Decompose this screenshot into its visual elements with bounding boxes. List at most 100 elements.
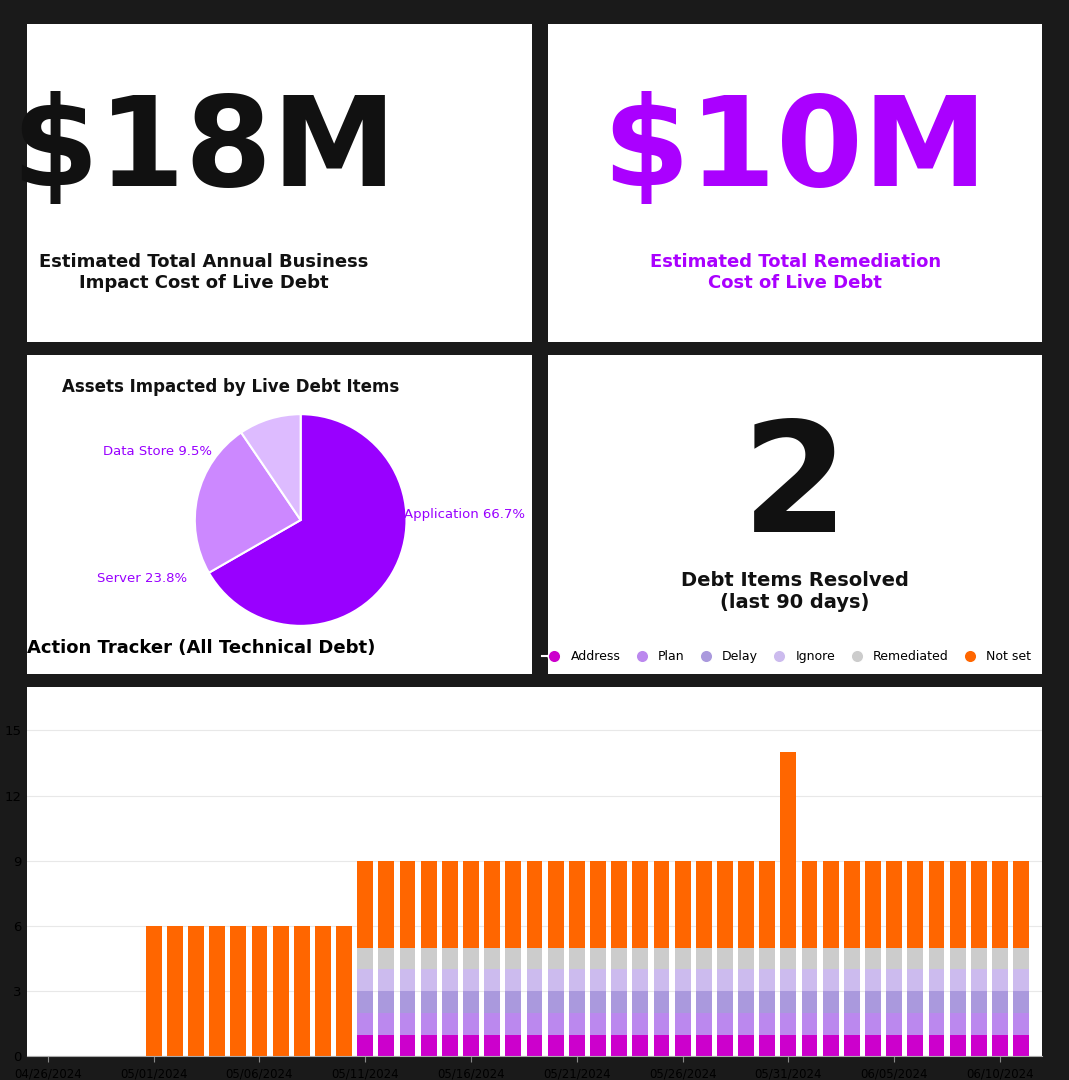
Bar — [653, 970, 669, 991]
Bar — [378, 970, 394, 991]
Bar — [611, 991, 628, 1013]
Bar — [633, 1013, 648, 1035]
Bar — [230, 926, 246, 1056]
Bar — [908, 1013, 924, 1035]
Bar — [633, 1035, 648, 1056]
Bar — [590, 1035, 606, 1056]
Bar — [717, 861, 733, 947]
Bar — [886, 1035, 902, 1056]
Bar — [696, 861, 712, 947]
Bar — [971, 947, 987, 970]
Bar — [633, 947, 648, 970]
Bar — [484, 1035, 500, 1056]
Text: $10M: $10M — [602, 91, 988, 212]
Bar — [971, 1013, 987, 1035]
Bar — [547, 861, 563, 947]
Bar — [738, 970, 754, 991]
Bar — [527, 991, 542, 1013]
Bar — [357, 1035, 373, 1056]
Text: Assets Impacted by Live Debt Items: Assets Impacted by Live Debt Items — [62, 378, 400, 395]
Bar — [759, 947, 775, 970]
Bar — [886, 861, 902, 947]
Bar — [929, 861, 944, 947]
Bar — [886, 1013, 902, 1035]
Bar — [759, 861, 775, 947]
Bar — [547, 1013, 563, 1035]
Bar — [865, 1035, 881, 1056]
Bar — [400, 1035, 416, 1056]
Bar — [315, 926, 331, 1056]
Bar — [738, 947, 754, 970]
Bar — [992, 947, 1008, 970]
Bar — [696, 1035, 712, 1056]
Bar — [675, 991, 691, 1013]
Bar — [569, 1013, 585, 1035]
Bar — [929, 947, 944, 970]
Bar — [421, 947, 436, 970]
Bar — [696, 947, 712, 970]
Bar — [569, 861, 585, 947]
Bar — [823, 970, 839, 991]
Bar — [823, 1035, 839, 1056]
Bar — [1013, 991, 1029, 1013]
Bar — [802, 861, 818, 947]
Bar — [823, 947, 839, 970]
Bar — [653, 1035, 669, 1056]
Bar — [527, 1035, 542, 1056]
Bar — [908, 947, 924, 970]
Bar — [569, 947, 585, 970]
Bar — [463, 1035, 479, 1056]
Text: 2: 2 — [742, 415, 848, 564]
Bar — [843, 991, 859, 1013]
Bar — [1013, 1035, 1029, 1056]
Bar — [759, 991, 775, 1013]
Bar — [886, 991, 902, 1013]
Bar — [506, 1035, 522, 1056]
Bar — [547, 991, 563, 1013]
Bar — [441, 1035, 458, 1056]
Bar — [357, 947, 373, 970]
Bar — [336, 926, 352, 1056]
Bar — [717, 991, 733, 1013]
Bar — [357, 861, 373, 947]
Bar — [167, 926, 183, 1056]
Bar — [611, 1035, 628, 1056]
Bar — [908, 991, 924, 1013]
Bar — [738, 1013, 754, 1035]
Bar — [251, 926, 267, 1056]
Bar — [273, 926, 289, 1056]
Bar — [378, 1013, 394, 1035]
Bar — [484, 1013, 500, 1035]
Bar — [780, 1013, 796, 1035]
Bar — [738, 991, 754, 1013]
Bar — [653, 947, 669, 970]
Bar — [865, 861, 881, 947]
Wedge shape — [195, 432, 300, 572]
Bar — [441, 947, 458, 970]
Bar — [188, 926, 204, 1056]
Bar — [843, 947, 859, 970]
Text: Application 66.7%: Application 66.7% — [404, 509, 525, 522]
Bar — [971, 991, 987, 1013]
Bar — [949, 1013, 965, 1035]
Bar — [463, 1013, 479, 1035]
Bar — [357, 991, 373, 1013]
Bar — [865, 947, 881, 970]
Bar — [696, 1013, 712, 1035]
Bar — [506, 1013, 522, 1035]
Bar — [759, 1035, 775, 1056]
Bar — [527, 947, 542, 970]
Bar — [484, 861, 500, 947]
Bar — [145, 926, 161, 1056]
Bar — [823, 861, 839, 947]
Bar — [357, 970, 373, 991]
Bar — [929, 1013, 944, 1035]
Bar — [780, 1035, 796, 1056]
Bar — [527, 1013, 542, 1035]
Bar — [823, 1013, 839, 1035]
Bar — [506, 991, 522, 1013]
Bar — [675, 861, 691, 947]
Bar — [843, 1035, 859, 1056]
Bar — [823, 991, 839, 1013]
Bar — [421, 1035, 436, 1056]
